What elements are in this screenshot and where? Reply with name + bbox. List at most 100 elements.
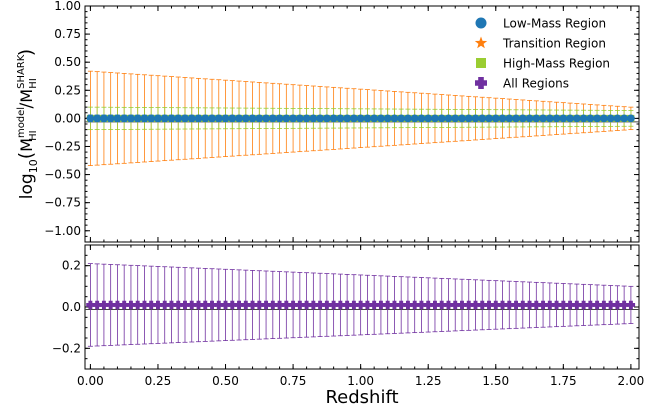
data-point bbox=[599, 300, 609, 310]
data-point bbox=[471, 114, 480, 123]
data-point bbox=[586, 300, 595, 310]
data-point bbox=[458, 114, 466, 123]
data-point bbox=[282, 114, 291, 123]
data-point bbox=[241, 114, 250, 123]
data-point bbox=[201, 114, 210, 123]
data-point bbox=[397, 114, 406, 123]
data-point bbox=[545, 114, 554, 123]
legend-label: High-Mass Region bbox=[503, 57, 610, 71]
legend-marker bbox=[476, 58, 486, 68]
data-point bbox=[349, 300, 359, 310]
data-point bbox=[119, 300, 129, 310]
data-point bbox=[356, 114, 365, 123]
data-point bbox=[505, 300, 514, 310]
data-point bbox=[451, 114, 460, 123]
data-point bbox=[377, 114, 385, 123]
data-point bbox=[627, 114, 635, 123]
legend-marker bbox=[474, 36, 488, 49]
data-point bbox=[329, 300, 338, 310]
data-point bbox=[268, 114, 277, 123]
ylabel-sup: model bbox=[16, 107, 27, 138]
data-point bbox=[282, 300, 291, 310]
data-point bbox=[248, 300, 257, 310]
ylabel-slash: / bbox=[17, 102, 37, 108]
data-point bbox=[505, 114, 514, 123]
data-point bbox=[444, 114, 453, 123]
data-point bbox=[498, 114, 507, 123]
data-point bbox=[552, 114, 561, 123]
series-all-regions bbox=[86, 263, 636, 347]
data-point bbox=[106, 300, 115, 310]
data-point bbox=[600, 114, 608, 123]
data-point bbox=[417, 300, 426, 310]
data-point bbox=[201, 300, 210, 310]
data-point bbox=[606, 114, 615, 123]
data-point bbox=[403, 300, 413, 310]
data-point bbox=[302, 114, 311, 123]
data-point bbox=[478, 114, 487, 123]
data-point bbox=[221, 114, 230, 123]
data-point bbox=[113, 300, 122, 310]
data-point bbox=[262, 114, 270, 123]
data-point bbox=[180, 300, 190, 310]
data-point bbox=[214, 300, 223, 310]
data-point bbox=[356, 300, 365, 310]
data-point bbox=[498, 300, 507, 310]
data-point bbox=[336, 114, 345, 123]
data-point bbox=[410, 114, 419, 123]
ylabel-base: 10 bbox=[27, 159, 40, 173]
ylabel-sub: HI bbox=[28, 130, 39, 140]
y-tick-label: 1.00 bbox=[54, 0, 81, 13]
data-point bbox=[390, 114, 399, 123]
data-point bbox=[559, 300, 568, 310]
data-point bbox=[525, 114, 534, 123]
data-point bbox=[511, 300, 521, 310]
data-point bbox=[187, 114, 196, 123]
bottom-data-marks bbox=[86, 263, 636, 347]
x-tick-label: 0.25 bbox=[145, 374, 172, 388]
data-point bbox=[620, 114, 628, 123]
data-point bbox=[248, 114, 257, 123]
data-point bbox=[619, 300, 629, 310]
data-point bbox=[106, 114, 115, 123]
data-point bbox=[295, 114, 304, 123]
data-point bbox=[566, 114, 574, 123]
x-tick-label: 0.50 bbox=[212, 374, 239, 388]
data-point bbox=[383, 114, 392, 123]
y-tick-label: −0.25 bbox=[44, 139, 81, 153]
data-point bbox=[133, 114, 142, 123]
data-point bbox=[126, 300, 136, 310]
x-axis-label: Redshift bbox=[325, 387, 398, 408]
data-point bbox=[214, 114, 223, 123]
data-point bbox=[518, 114, 527, 123]
data-point bbox=[538, 300, 548, 310]
x-axis: 0.00 0.25 0.50 0.75 1.00 1.25 1.50 1.75 2.00 bbox=[77, 245, 644, 388]
data-point bbox=[255, 114, 264, 123]
y-axis-label: log10(MmodelHI/MSHARKHI) bbox=[15, 49, 40, 199]
data-point bbox=[181, 114, 189, 123]
data-point bbox=[160, 300, 169, 310]
data-point bbox=[559, 114, 568, 123]
x-tick-label: 2.00 bbox=[618, 374, 645, 388]
data-point bbox=[431, 114, 439, 123]
ylabel-log: log bbox=[17, 173, 37, 199]
data-point bbox=[133, 300, 142, 310]
data-point bbox=[552, 300, 561, 310]
data-point bbox=[370, 114, 379, 123]
data-point bbox=[336, 300, 345, 310]
data-point bbox=[295, 300, 305, 310]
data-point bbox=[235, 114, 243, 123]
data-point bbox=[127, 114, 135, 123]
data-point bbox=[174, 300, 183, 310]
data-point bbox=[228, 300, 237, 310]
ylabel-sub2: HI bbox=[28, 78, 39, 88]
data-point bbox=[255, 300, 264, 310]
data-point bbox=[376, 300, 386, 310]
ylabel-paren: ( bbox=[15, 152, 37, 159]
data-point bbox=[207, 300, 217, 310]
data-point bbox=[363, 300, 372, 310]
data-point bbox=[160, 114, 169, 123]
data-point bbox=[430, 300, 440, 310]
data-point bbox=[208, 114, 216, 123]
data-point bbox=[404, 114, 412, 123]
